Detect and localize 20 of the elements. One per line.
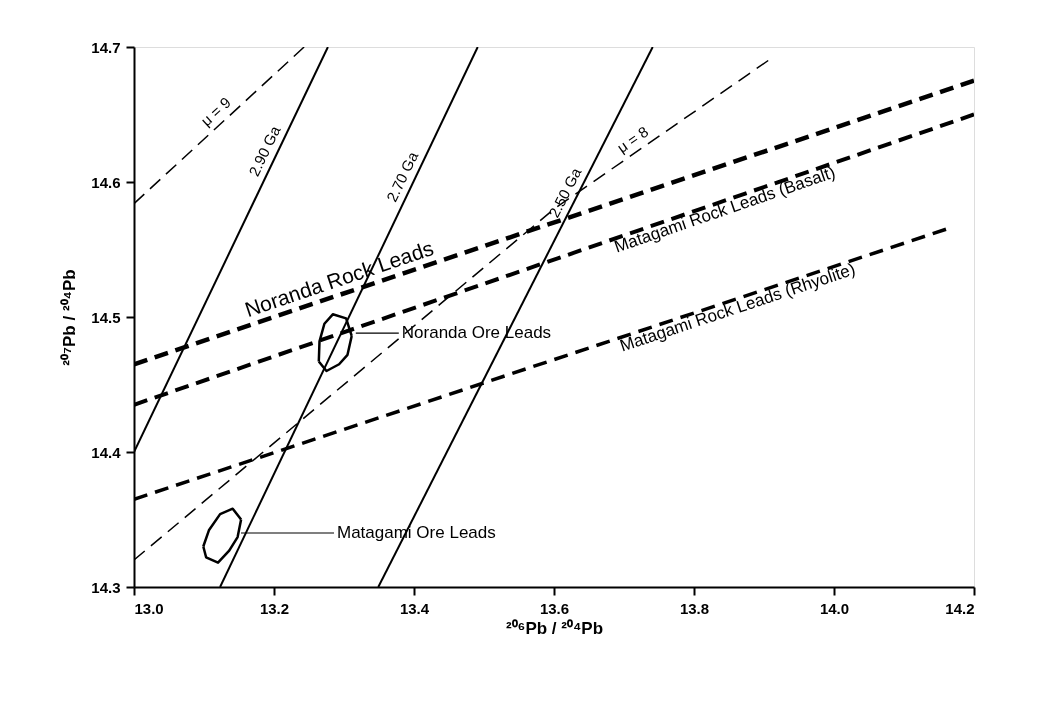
y-tick-label: 14.3 (91, 578, 121, 596)
text: 2.90 Ga (245, 122, 284, 179)
x-axis-title: ²⁰⁶Pb / ²⁰⁴Pb (505, 618, 604, 638)
x-tick-label: 13.8 (679, 599, 710, 617)
text: 2.70 Ga (382, 148, 422, 205)
x-tick-label: 13.4 (399, 599, 430, 617)
x-tick-label: 14.2 (945, 599, 975, 617)
text: μ = 9 (197, 93, 234, 130)
y-axis-title: ²⁰⁷Pb / ²⁰⁴Pb (60, 269, 80, 366)
x-tick-label: 14.0 (819, 599, 850, 617)
x-tick-label: 13.2 (259, 599, 290, 617)
x-tick-label: 13.0 (134, 599, 164, 617)
text: μ = 8 (613, 122, 652, 157)
annotation: Noranda Ore Leads (401, 323, 552, 343)
text: 2.50 Ga (545, 164, 585, 221)
y-tick-label: 14.6 (91, 173, 121, 191)
x-tick-label: 13.6 (539, 599, 570, 617)
y-tick-label: 14.7 (91, 38, 121, 56)
y-tick-label: 14.4 (91, 443, 122, 461)
y-tick-label: 14.5 (91, 308, 121, 326)
